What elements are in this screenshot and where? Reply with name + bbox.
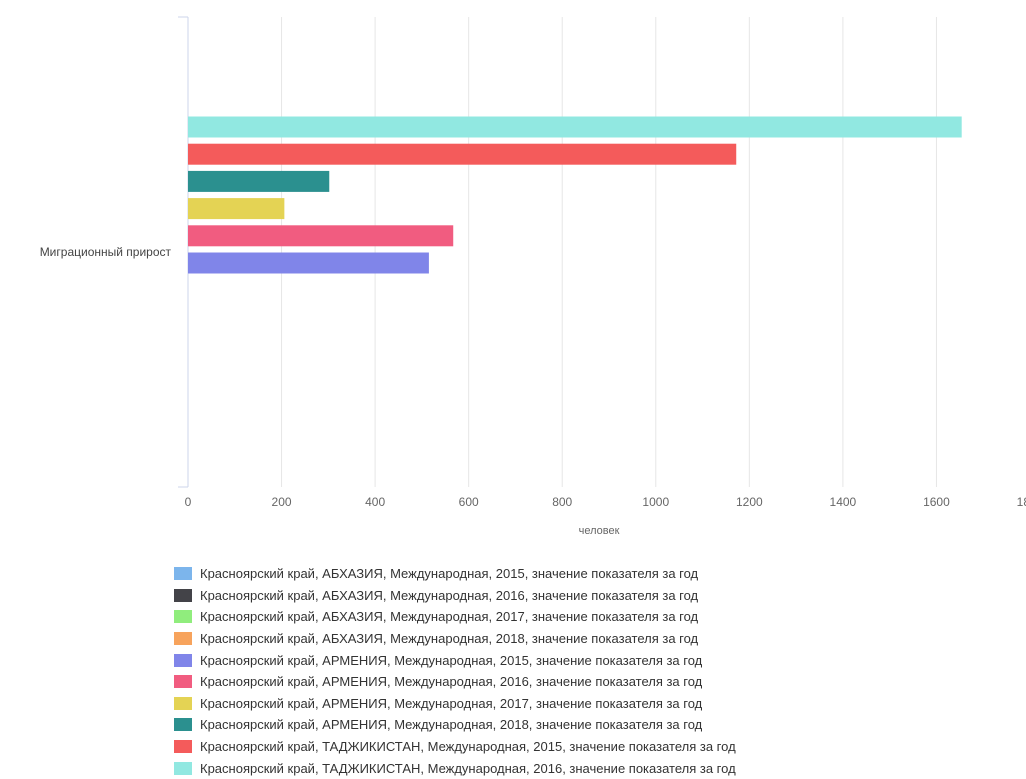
- legend-swatch: [174, 696, 192, 710]
- legend-swatch: [174, 632, 192, 646]
- legend-label: Красноярский край, ТАДЖИКИСТАН, Междунар…: [200, 739, 736, 755]
- x-tick-label: 1000: [642, 495, 669, 509]
- legend-swatch: [174, 740, 192, 754]
- x-tick-label: 1200: [736, 495, 763, 509]
- legend-item[interactable]: Красноярский край, АБХАЗИЯ, Международна…: [174, 628, 736, 650]
- legend-swatch: [174, 610, 192, 624]
- legend-item[interactable]: Красноярский край, АРМЕНИЯ, Международна…: [174, 693, 736, 715]
- gridlines: [187, 17, 937, 487]
- legend-item[interactable]: Красноярский край, АРМЕНИЯ, Международна…: [174, 714, 736, 736]
- x-axis-title: человек: [579, 525, 620, 537]
- x-tick-label: 200: [272, 495, 292, 509]
- legend-label: Красноярский край, АРМЕНИЯ, Международна…: [200, 674, 703, 690]
- legend-item[interactable]: Красноярский край, АБХАЗИЯ, Международна…: [174, 585, 736, 607]
- x-axis-ticks: 0 200 400 600 800 1000 1200 1400 1600 1800: [185, 495, 1026, 509]
- x-tick-label: 1400: [830, 495, 857, 509]
- bar[interactable]: [188, 198, 285, 220]
- legend-swatch: [174, 588, 192, 602]
- category-label: Миграционный прирост: [40, 245, 172, 259]
- legend-label: Красноярский край, АБХАЗИЯ, Международна…: [200, 609, 699, 625]
- legend-item[interactable]: Красноярский край, ТАДЖИКИСТАН, Междунар…: [174, 757, 736, 779]
- legend-item[interactable]: Красноярский край, АРМЕНИЯ, Международна…: [174, 671, 736, 693]
- legend-label: Красноярский край, АРМЕНИЯ, Международна…: [200, 695, 703, 711]
- legend-item[interactable]: Красноярский край, ТАДЖИКИСТАН, Междунар…: [174, 736, 736, 758]
- legend-swatch: [174, 675, 192, 689]
- legend-item[interactable]: Красноярский край, АБХАЗИЯ, Международна…: [174, 563, 736, 585]
- legend-item[interactable]: Красноярский край, АБХАЗИЯ, Международна…: [174, 606, 736, 628]
- bar[interactable]: [188, 252, 429, 274]
- x-tick-label: 400: [365, 495, 385, 509]
- legend-label: Красноярский край, ТАДЖИКИСТАН, Междунар…: [200, 760, 736, 776]
- legend-label: Красноярский край, АБХАЗИЯ, Международна…: [200, 631, 699, 647]
- legend-swatch: [174, 653, 192, 667]
- legend-swatch: [174, 761, 192, 775]
- legend: Красноярский край, АБХАЗИЯ, Международна…: [174, 563, 736, 779]
- bars: [188, 116, 962, 274]
- legend-swatch: [174, 567, 192, 581]
- category-axis: [178, 16, 189, 488]
- legend-label: Красноярский край, АРМЕНИЯ, Международна…: [200, 717, 703, 733]
- legend-swatch: [174, 718, 192, 732]
- x-tick-label: 800: [552, 495, 572, 509]
- x-tick-label: 1600: [923, 495, 950, 509]
- legend-item[interactable]: Красноярский край, АРМЕНИЯ, Международна…: [174, 649, 736, 671]
- x-tick-label: 1800: [1017, 495, 1026, 509]
- legend-label: Красноярский край, АБХАЗИЯ, Международна…: [200, 566, 699, 582]
- legend-label: Красноярский край, АРМЕНИЯ, Международна…: [200, 652, 703, 668]
- bar-chart: 0 200 400 600 800 1000 1200 1400 1600 1800 Миграц…: [40, 16, 1026, 537]
- legend-label: Красноярский край, АБХАЗИЯ, Международна…: [200, 587, 699, 603]
- bar[interactable]: [188, 116, 962, 138]
- bar[interactable]: [188, 170, 330, 192]
- x-tick-label: 600: [459, 495, 479, 509]
- x-tick-label: 0: [185, 495, 192, 509]
- bar[interactable]: [188, 225, 454, 247]
- bar[interactable]: [188, 143, 737, 165]
